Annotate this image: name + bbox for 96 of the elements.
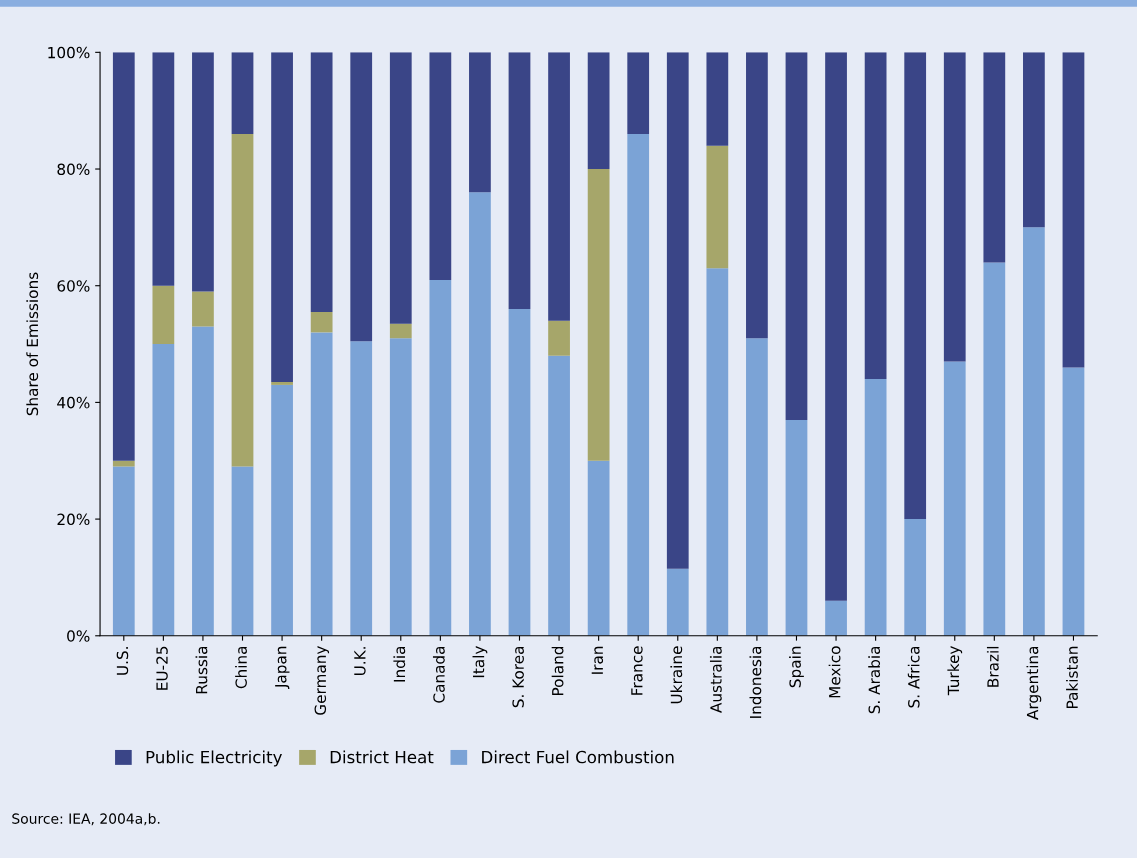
- bar: [271, 384, 293, 636]
- bar: [350, 52, 373, 342]
- x-tick-label: Mexico: [828, 646, 841, 698]
- bar: [310, 52, 333, 312]
- x-tick-label: Australia: [709, 646, 722, 713]
- bar: [508, 52, 531, 310]
- legend-label: District Heat: [330, 750, 434, 764]
- x-tick-label: S. Arabia: [868, 646, 881, 714]
- bar: [271, 52, 293, 382]
- bar: [627, 52, 650, 135]
- bar: [231, 134, 254, 467]
- x-tick-label: China: [235, 646, 247, 689]
- bar: [746, 338, 768, 636]
- x-tick-label: Turkey: [947, 645, 963, 696]
- y-tick-label: 100%: [48, 46, 90, 59]
- bar: [548, 355, 570, 636]
- bar: [746, 52, 768, 339]
- bar: [112, 460, 135, 467]
- x-tick-label: S. Africa: [907, 646, 920, 708]
- bar: [864, 379, 887, 636]
- bar: [627, 134, 650, 636]
- x-tick-label: Poland: [551, 646, 564, 695]
- bar: [864, 52, 887, 380]
- bar: [666, 52, 689, 569]
- bar: [192, 326, 214, 636]
- bar: [310, 332, 333, 636]
- bar: [825, 600, 847, 636]
- bar: [1023, 52, 1045, 228]
- x-tick-label: Canada: [432, 646, 445, 703]
- bar: [785, 52, 808, 420]
- x-tick-label: Indonesia: [749, 646, 762, 718]
- bar: [904, 52, 927, 520]
- x-tick-label: Ukraine: [670, 646, 683, 704]
- bar: [429, 279, 452, 636]
- y-tick-label: 20%: [57, 513, 90, 526]
- bar: [904, 519, 927, 636]
- bar: [983, 262, 1006, 636]
- bar: [469, 192, 491, 636]
- bar: [350, 341, 373, 636]
- bar: [469, 52, 491, 193]
- x-tick-label: Pakistan: [1066, 646, 1078, 708]
- bar: [587, 169, 610, 461]
- bar: [389, 338, 412, 636]
- x-tick-label: Brazil: [986, 646, 999, 687]
- bar: [429, 52, 452, 280]
- bar: [983, 52, 1006, 263]
- x-tick-label: France: [631, 646, 643, 695]
- y-axis-title: Share of Emissions: [26, 272, 39, 416]
- bar: [587, 52, 610, 170]
- bar: [666, 568, 689, 636]
- x-tick-label: U.K.: [354, 647, 366, 676]
- bar: [825, 52, 847, 601]
- bar: [706, 52, 729, 146]
- x-tick-label: S. Korea: [512, 646, 524, 708]
- bar: [706, 268, 729, 636]
- bar: [389, 52, 412, 324]
- bar: [587, 460, 610, 636]
- bar: [943, 361, 966, 636]
- bar: [152, 285, 175, 345]
- x-tick-label: Russia: [195, 646, 208, 694]
- bar: [231, 52, 254, 135]
- bar: [1062, 367, 1085, 636]
- y-tick-label: 60%: [57, 280, 90, 292]
- bar: [152, 52, 175, 286]
- bar: [152, 344, 175, 636]
- x-tick-label: Italy: [472, 645, 488, 678]
- bar: [548, 52, 570, 321]
- bar: [508, 309, 531, 636]
- x-tick-label: Argentina: [1026, 646, 1042, 720]
- source-note: Source: IEA, 2004a,b.: [12, 813, 160, 826]
- x-tick-label: India: [393, 646, 406, 682]
- x-tick-label: Iran: [591, 646, 604, 674]
- x-tick-label: Germany: [314, 645, 330, 715]
- bar: [548, 320, 570, 356]
- bar: [706, 145, 729, 269]
- y-tick-label: 40%: [57, 396, 90, 409]
- bar: [785, 419, 808, 636]
- bar: [112, 466, 135, 636]
- x-tick-label: EU-25: [156, 646, 168, 690]
- bar: [192, 291, 214, 327]
- legend-label: Direct Fuel Combustion: [482, 750, 674, 764]
- bar: [943, 52, 966, 362]
- bar: [389, 323, 412, 339]
- bar: [231, 466, 254, 636]
- y-tick-label: 0%: [67, 630, 90, 642]
- bar: [192, 52, 214, 292]
- x-tick-label: U.S.: [116, 647, 129, 675]
- bar: [1062, 52, 1085, 368]
- bar: [271, 381, 293, 385]
- bar: [112, 52, 135, 461]
- bar: [310, 311, 333, 333]
- legend-label: Public Electricity: [146, 750, 282, 767]
- y-tick-label: 80%: [57, 163, 90, 176]
- bar: [1023, 227, 1045, 636]
- x-tick-label: Japan: [275, 646, 290, 689]
- x-tick-label: Spain: [789, 646, 804, 688]
